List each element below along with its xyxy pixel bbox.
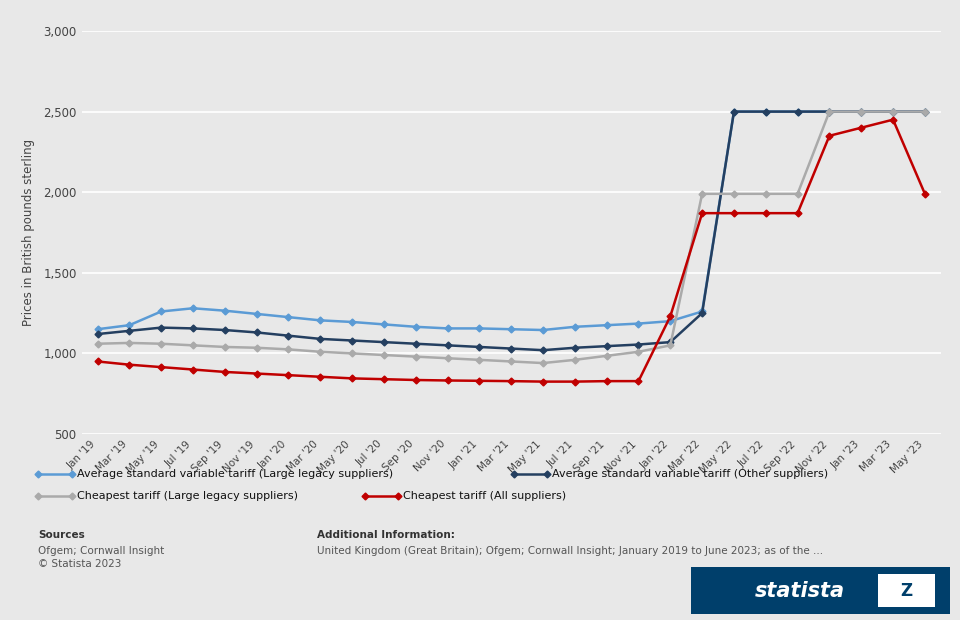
Text: statista: statista	[755, 580, 845, 601]
Text: Sources: Sources	[38, 530, 85, 540]
Text: © Statista 2023: © Statista 2023	[38, 559, 122, 569]
Bar	[877, 574, 935, 607]
Text: United Kingdom (Great Britain); Ofgem; Cornwall Insight; January 2019 to June 20: United Kingdom (Great Britain); Ofgem; C…	[317, 546, 823, 556]
Text: Additional Information:: Additional Information:	[317, 530, 455, 540]
Text: Cheapest tariff (All suppliers): Cheapest tariff (All suppliers)	[403, 491, 566, 501]
Y-axis label: Prices in British pounds sterling: Prices in British pounds sterling	[22, 139, 35, 326]
Text: Ofgem; Cornwall Insight: Ofgem; Cornwall Insight	[38, 546, 165, 556]
Text: Average standard variable tariff (Large legacy suppliers): Average standard variable tariff (Large …	[77, 469, 393, 479]
Text: Z: Z	[900, 582, 912, 600]
Text: Average standard variable tariff (Other suppliers): Average standard variable tariff (Other …	[552, 469, 828, 479]
Text: Cheapest tariff (Large legacy suppliers): Cheapest tariff (Large legacy suppliers)	[77, 491, 298, 501]
